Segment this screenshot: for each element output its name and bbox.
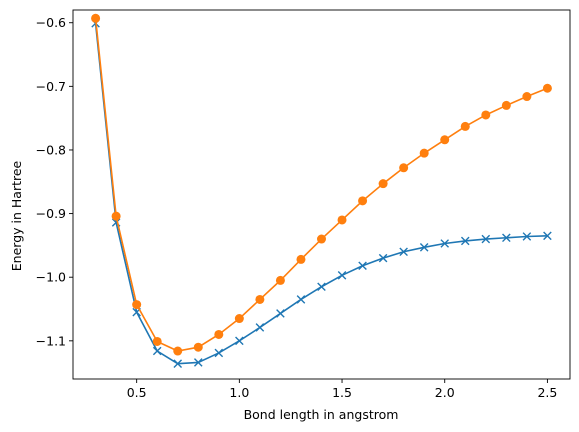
series-1-point <box>193 358 203 367</box>
series-1-point <box>502 233 511 243</box>
series-2-point <box>481 110 491 120</box>
series-2-point <box>234 314 244 324</box>
series-1-point <box>378 253 388 263</box>
series-2-point <box>91 13 101 23</box>
series-2-point <box>132 300 142 310</box>
series-1-point <box>337 271 347 280</box>
series-2-point <box>378 179 388 189</box>
y-tick-label: −0.9 <box>36 206 66 221</box>
series-2-point <box>440 135 450 145</box>
series-2-point <box>173 346 183 356</box>
series-1-point <box>276 309 285 318</box>
series-1-point <box>358 261 367 271</box>
series-1-point <box>255 323 265 332</box>
y-tick-label: −0.8 <box>36 142 66 157</box>
series-2-point <box>255 294 265 304</box>
series-2-point <box>501 100 511 110</box>
series-1-point <box>460 236 470 246</box>
axes-frame <box>72 9 571 380</box>
series-2-point <box>419 148 429 158</box>
y-tick-label: −1.1 <box>36 333 66 348</box>
x-tick-label: 2.0 <box>435 385 455 400</box>
series-1-point <box>440 239 450 248</box>
series-1-point <box>296 295 306 304</box>
series-2-point <box>214 329 224 339</box>
y-tick-label: −1.0 <box>36 270 66 285</box>
series-2-point <box>152 336 162 346</box>
series-2-point <box>337 215 347 225</box>
series-1-point <box>522 232 532 241</box>
series-1-point <box>317 282 326 292</box>
series-1-point <box>152 346 162 356</box>
series-2-point <box>317 234 326 244</box>
axes: 0.5 1.0 1.5 2.0 2.5 −0.6 −0.7 −0.8 −0.9 −1.0 −1.1 <box>36 9 571 400</box>
series-2-point <box>193 342 203 352</box>
series-2-point <box>522 92 532 102</box>
series-1-point <box>481 234 491 244</box>
series-2-point <box>399 163 409 173</box>
series-1-point <box>235 336 244 346</box>
y-tick-label: −0.7 <box>36 79 66 94</box>
series-2-point <box>542 83 552 93</box>
series-1-line <box>94 23 548 365</box>
x-tick-label: 1.5 <box>332 385 352 400</box>
series-2-point <box>296 254 306 264</box>
series-1-point <box>419 243 429 252</box>
series-2-point <box>358 196 368 206</box>
x-tick-label: 2.5 <box>537 385 557 400</box>
series-2-line <box>94 18 548 352</box>
series-2-point <box>275 275 285 285</box>
y-tick-label: −0.6 <box>36 15 66 30</box>
series-1-point <box>543 231 552 241</box>
series-2-point <box>460 121 470 131</box>
series-1-point <box>173 359 183 369</box>
series-1-point <box>214 348 224 358</box>
x-tick-label: 1.0 <box>229 385 249 400</box>
x-tick-label: 0.5 <box>127 385 147 400</box>
series-2-point <box>111 211 121 221</box>
series-1-point <box>399 247 408 257</box>
plot-area <box>91 13 552 369</box>
y-axis-label: Energy in Hartree <box>9 160 24 271</box>
x-axis-label: Bond length in angstrom <box>244 407 399 422</box>
